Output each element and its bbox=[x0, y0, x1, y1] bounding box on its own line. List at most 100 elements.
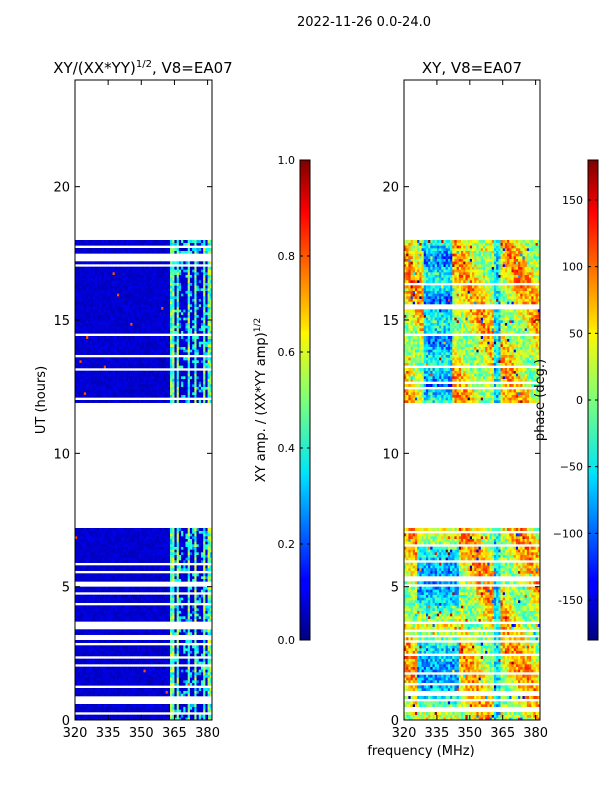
heatmap-cell bbox=[119, 533, 122, 537]
heatmap-cell bbox=[183, 605, 186, 609]
heatmap-cell bbox=[170, 394, 173, 398]
heatmap-cell bbox=[200, 690, 204, 694]
heatmap-cell bbox=[154, 528, 158, 531]
heatmap-cell bbox=[75, 317, 78, 321]
heatmap-cell bbox=[134, 565, 138, 569]
heatmap-cell bbox=[143, 338, 147, 342]
heatmap-cell bbox=[200, 376, 204, 379]
heatmap-cell bbox=[101, 346, 105, 350]
heatmap-cell bbox=[103, 394, 107, 398]
heatmap-cell bbox=[194, 560, 197, 563]
heatmap-cell bbox=[150, 317, 153, 321]
heatmap-cell bbox=[152, 688, 155, 691]
heatmap-cell bbox=[170, 349, 173, 353]
heatmap-cell bbox=[187, 573, 191, 577]
heatmap-cell bbox=[187, 536, 191, 539]
heatmap-cell bbox=[192, 346, 195, 350]
heatmap-cell bbox=[75, 709, 78, 713]
heatmap-cell bbox=[79, 672, 83, 675]
heatmap-cell bbox=[116, 330, 120, 334]
heatmap-cell bbox=[83, 605, 87, 609]
heatmap-cell bbox=[130, 706, 133, 710]
heatmap-cell bbox=[103, 688, 107, 691]
heatmap-cell bbox=[77, 568, 80, 571]
heatmap-cell bbox=[163, 666, 166, 670]
heatmap-cell bbox=[123, 544, 127, 547]
heatmap-cell bbox=[125, 616, 129, 619]
heatmap-cell bbox=[194, 653, 197, 657]
heatmap-cell bbox=[209, 714, 212, 718]
heatmap-cell bbox=[207, 336, 211, 339]
heatmap-cell bbox=[97, 384, 100, 387]
heatmap-cell bbox=[110, 578, 113, 582]
heatmap-cell bbox=[200, 370, 204, 374]
heatmap-cell bbox=[79, 573, 83, 577]
heatmap-cell bbox=[99, 392, 102, 395]
heatmap-cell bbox=[121, 600, 125, 603]
heatmap-cell bbox=[83, 341, 87, 345]
heatmap-cell bbox=[170, 704, 173, 707]
heatmap-cell bbox=[181, 533, 184, 537]
heatmap-cell bbox=[97, 536, 100, 539]
heatmap-cell bbox=[119, 330, 122, 334]
heatmap-cell bbox=[150, 600, 153, 603]
heatmap-cell bbox=[150, 336, 153, 339]
heatmap-cell bbox=[105, 608, 109, 611]
heatmap-cell bbox=[165, 674, 169, 678]
heatmap-cell bbox=[165, 360, 169, 363]
heatmap-cell bbox=[174, 352, 178, 355]
heatmap-cell bbox=[141, 320, 144, 323]
heatmap-cell bbox=[136, 325, 140, 329]
heatmap-cell bbox=[167, 392, 171, 395]
heatmap-cell bbox=[123, 325, 127, 329]
heatmap-cell bbox=[163, 378, 166, 382]
heatmap-cell bbox=[103, 648, 107, 651]
heatmap-cell bbox=[189, 568, 193, 571]
heatmap-cell bbox=[123, 576, 127, 579]
heatmap-cell bbox=[128, 629, 131, 633]
heatmap-cell bbox=[165, 557, 169, 561]
heatmap-cell bbox=[128, 338, 131, 342]
heatmap-cell bbox=[88, 346, 91, 350]
heatmap-cell bbox=[205, 600, 208, 603]
heatmap-cell bbox=[165, 704, 169, 707]
heatmap-cell bbox=[130, 330, 133, 334]
heatmap-cell bbox=[128, 370, 131, 374]
heatmap-cell bbox=[123, 376, 127, 379]
heatmap-cell bbox=[178, 349, 182, 353]
heatmap-cell bbox=[123, 613, 127, 617]
heatmap-cell bbox=[99, 674, 102, 678]
heatmap-cell bbox=[130, 714, 133, 718]
heatmap-cell bbox=[92, 616, 96, 619]
heatmap-cell bbox=[143, 709, 147, 713]
heatmap-cell bbox=[200, 717, 204, 720]
heatmap-cell bbox=[77, 560, 80, 563]
heatmap-cell bbox=[99, 554, 102, 558]
heatmap-cell bbox=[99, 341, 102, 345]
heatmap-cell bbox=[110, 594, 113, 598]
heatmap-cell bbox=[130, 669, 133, 673]
heatmap-cell bbox=[143, 706, 147, 710]
heatmap-cell bbox=[163, 554, 166, 558]
heatmap-cell bbox=[99, 528, 102, 531]
heatmap-cell bbox=[176, 589, 180, 593]
heatmap-cell bbox=[143, 344, 147, 347]
heatmap-cell bbox=[203, 336, 206, 339]
heatmap-cell bbox=[150, 557, 153, 561]
heatmap-cell bbox=[200, 650, 204, 654]
heatmap-cell bbox=[86, 650, 89, 654]
heatmap-cell bbox=[198, 688, 202, 691]
heatmap-cell bbox=[130, 384, 133, 387]
heatmap-cell bbox=[143, 717, 147, 720]
heatmap-cell bbox=[170, 338, 173, 342]
heatmap-cell bbox=[192, 320, 195, 323]
heatmap-cell bbox=[200, 573, 204, 577]
heatmap-cell bbox=[158, 392, 162, 395]
heatmap-cell bbox=[178, 394, 182, 398]
heatmap-cell bbox=[114, 536, 118, 539]
heatmap-cell bbox=[77, 362, 80, 366]
heatmap-cell bbox=[163, 618, 166, 622]
heatmap-cell bbox=[81, 357, 85, 361]
heatmap-cell bbox=[145, 338, 149, 342]
heatmap-cell bbox=[119, 618, 122, 622]
